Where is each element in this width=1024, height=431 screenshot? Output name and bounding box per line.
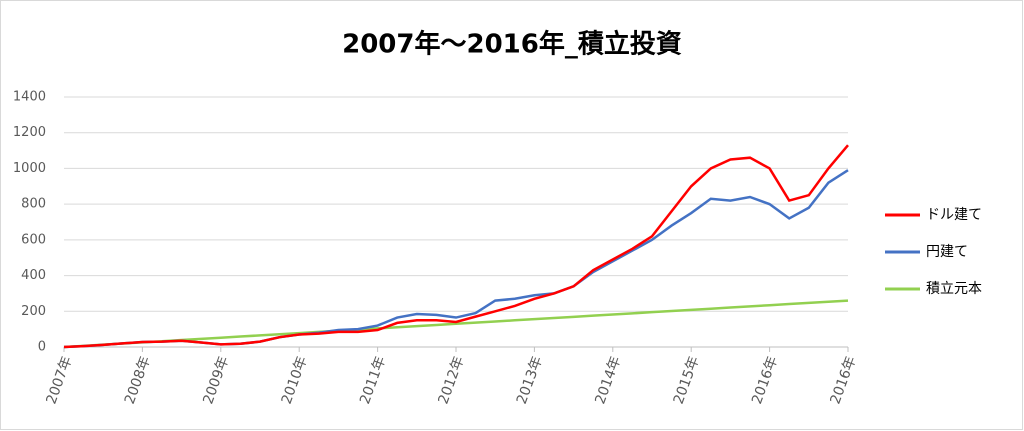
y-tick-label: 1200 bbox=[13, 125, 46, 140]
legend-label: 円建て bbox=[926, 244, 968, 260]
legend-label: ドル建て bbox=[926, 207, 982, 223]
y-tick-label: 800 bbox=[21, 197, 46, 212]
y-tick-label: 200 bbox=[21, 304, 46, 319]
y-tick-label: 0 bbox=[38, 340, 46, 355]
y-tick-label: 1000 bbox=[13, 161, 46, 176]
line-series bbox=[63, 299, 849, 349]
y-tick-label: 600 bbox=[21, 232, 46, 247]
legend-label: 積立元本 bbox=[926, 281, 982, 297]
chart-title: 2007年～2016年_積立投資 bbox=[342, 29, 682, 60]
line-series bbox=[63, 144, 849, 349]
y-tick-label: 1400 bbox=[13, 90, 46, 105]
y-tick-label: 400 bbox=[21, 268, 46, 283]
